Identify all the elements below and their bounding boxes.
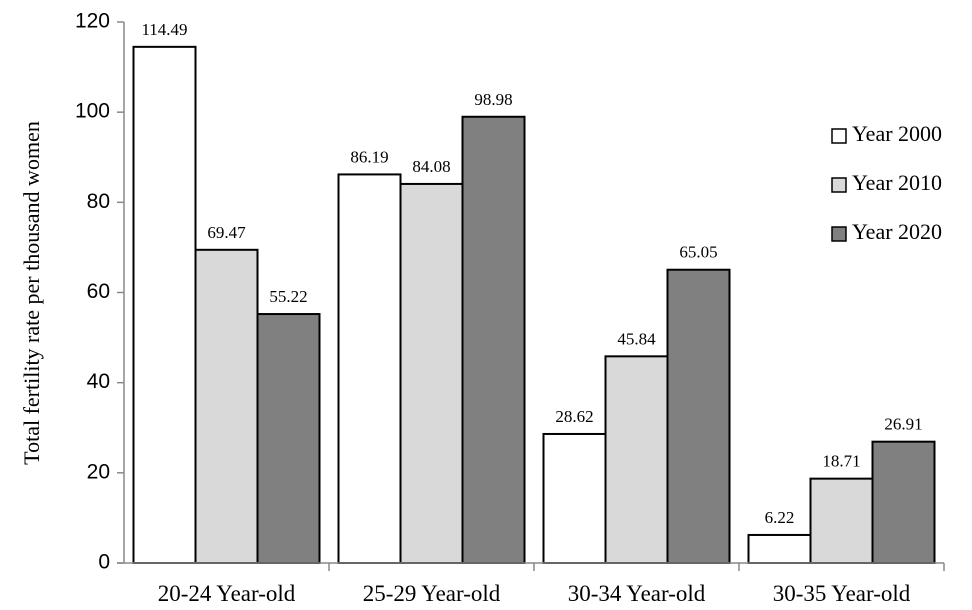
y-tick-label: 100 bbox=[75, 100, 110, 123]
data-label: 98.98 bbox=[474, 90, 512, 109]
bar-20-24-year-2020 bbox=[256, 313, 321, 564]
bar-30-35-year-2010 bbox=[809, 477, 874, 564]
legend: Year 2000 Year 2010 Year 2020 bbox=[831, 121, 942, 244]
legend-label: Year 2020 bbox=[852, 219, 942, 244]
data-label: 86.19 bbox=[350, 147, 388, 166]
bar-30-34-year-2000 bbox=[542, 432, 607, 564]
y-tick-label: 80 bbox=[87, 190, 110, 213]
y-tick-label: 20 bbox=[87, 460, 110, 483]
bar-25-29-year-2000 bbox=[337, 173, 402, 564]
y-axis-title: Total fertility rate per thousand women bbox=[19, 121, 44, 465]
legend-label: Year 2000 bbox=[852, 121, 942, 146]
data-label: 69.47 bbox=[207, 223, 246, 242]
data-label: 26.91 bbox=[884, 415, 922, 434]
bar-25-29-year-2020 bbox=[461, 115, 526, 564]
legend-swatch bbox=[831, 226, 847, 242]
legend-label: Year 2010 bbox=[852, 170, 942, 195]
data-label: 84.08 bbox=[412, 157, 450, 176]
y-tick-label: 60 bbox=[87, 280, 110, 303]
y-tick-label: 0 bbox=[98, 551, 110, 574]
data-label: 18.71 bbox=[822, 452, 860, 471]
bar-20-24-year-2000 bbox=[132, 45, 197, 564]
y-tick-label: 120 bbox=[75, 10, 110, 33]
bar-20-24-year-2010 bbox=[194, 248, 259, 564]
x-tick-label: 25-29 Year-old bbox=[363, 581, 501, 606]
bar-30-34-year-2020 bbox=[666, 268, 731, 564]
bar-25-29-year-2010 bbox=[399, 182, 464, 564]
axes-group: 20-24 Year-old 25-29 Year-old 30-34 Year-o… bbox=[75, 10, 945, 606]
data-label: 55.22 bbox=[269, 287, 307, 306]
data-label: 28.62 bbox=[555, 407, 593, 426]
x-tick-label: 20-24 Year-old bbox=[158, 581, 296, 606]
bars-group bbox=[132, 45, 936, 565]
data-labels-group: 114.49 69.47 55.22 86.19 84.08 98.98 28.62 45.8… bbox=[141, 20, 922, 527]
data-label: 45.84 bbox=[617, 329, 656, 348]
x-tick-label: 30-35 Year-old bbox=[773, 581, 911, 606]
legend-swatch bbox=[831, 128, 847, 144]
data-label: 114.49 bbox=[141, 20, 187, 39]
data-label: 65.05 bbox=[679, 243, 717, 262]
bar-30-35-year-2020 bbox=[871, 440, 936, 565]
bar-30-35-year-2000 bbox=[747, 533, 812, 565]
data-label: 6.22 bbox=[765, 508, 795, 527]
legend-swatch bbox=[831, 177, 847, 193]
x-tick-label: 30-34 Year-old bbox=[568, 581, 706, 606]
bar-30-34-year-2010 bbox=[604, 355, 669, 565]
y-tick-label: 40 bbox=[87, 370, 110, 393]
